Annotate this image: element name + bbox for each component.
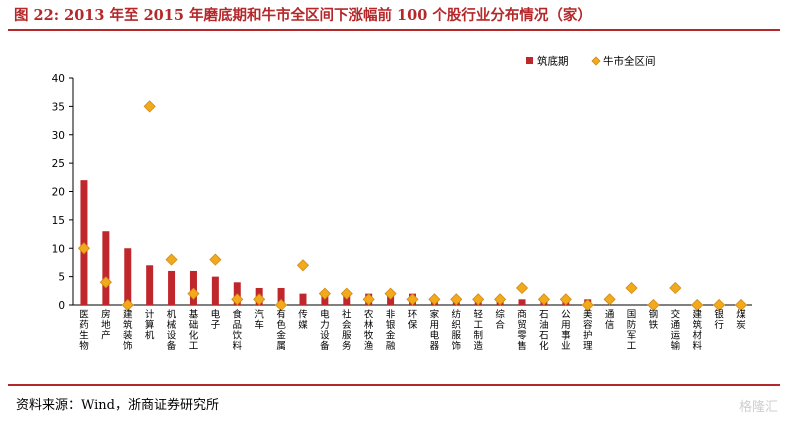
marker-point xyxy=(428,293,441,306)
y-tick-label: 30 xyxy=(52,130,65,142)
bar xyxy=(102,231,110,305)
marker-point xyxy=(559,293,572,306)
x-tick-label: 建筑材料 xyxy=(692,308,702,352)
figure-title: 图 22: 2013 年至 2015 年磨底期和牛市全区间下涨幅前 100 个股… xyxy=(14,7,592,24)
marker-point xyxy=(165,253,178,266)
x-tick-label: 基础化工 xyxy=(189,308,199,352)
x-tick-label: 传媒 xyxy=(298,308,308,331)
source-rule xyxy=(8,384,780,386)
bar xyxy=(299,293,307,305)
x-tick-label: 通信 xyxy=(605,309,615,331)
x-tick-label: 银行 xyxy=(714,308,724,331)
x-tick-label: 建筑装饰 xyxy=(123,308,133,352)
marker-point xyxy=(340,287,353,300)
marker-point xyxy=(296,259,310,272)
marker-point xyxy=(187,287,200,300)
legend-swatch-bar xyxy=(526,57,533,64)
marker-point xyxy=(99,276,112,289)
x-tick-label: 非银金融 xyxy=(386,308,396,352)
x-tick-label: 医药生物 xyxy=(79,309,89,352)
x-tick-label: 机械设备 xyxy=(167,308,177,352)
x-tick-label: 钢铁 xyxy=(649,308,659,331)
bar xyxy=(168,270,176,305)
y-tick-label: 15 xyxy=(52,215,65,227)
marker-point xyxy=(77,242,91,255)
x-tick-label: 纺织服饰 xyxy=(452,308,462,352)
marker-point xyxy=(647,298,660,312)
x-tick-label: 计算机 xyxy=(145,308,155,341)
x-tick-label: 环保 xyxy=(408,309,418,331)
x-tick-label: 农林牧渔 xyxy=(364,308,374,352)
x-tick-label: 房地产 xyxy=(101,308,111,341)
marker-point xyxy=(625,281,638,295)
marker-point xyxy=(143,100,156,113)
x-tick-label: 食品饮料 xyxy=(233,308,243,352)
marker-point xyxy=(231,293,244,306)
marker-point xyxy=(713,298,726,312)
y-tick-label: 25 xyxy=(52,158,65,170)
bar xyxy=(124,248,132,305)
marker-point xyxy=(581,298,594,312)
legend-label-bar: 筑底期 xyxy=(537,55,569,68)
bar xyxy=(146,265,154,305)
marker-point xyxy=(275,298,288,312)
x-tick-label: 汽车 xyxy=(254,308,264,331)
marker-point xyxy=(669,281,682,295)
x-tick-label: 美容护理 xyxy=(583,308,593,352)
x-tick-label: 石油石化 xyxy=(539,309,549,352)
marker-point xyxy=(450,293,463,306)
marker-point xyxy=(537,293,550,306)
x-tick-label: 煤炭 xyxy=(736,308,746,331)
bar xyxy=(211,276,219,305)
x-tick-label: 综合 xyxy=(495,308,505,331)
x-tick-label: 有色金属 xyxy=(276,308,286,352)
y-tick-label: 5 xyxy=(58,272,65,284)
x-tick-label: 轻工制造 xyxy=(473,308,483,352)
y-tick-label: 20 xyxy=(52,187,65,199)
marker-point xyxy=(734,298,748,312)
x-tick-label: 电子 xyxy=(211,308,221,331)
x-tick-label: 公用事业 xyxy=(561,309,571,352)
watermark: 格隆汇 xyxy=(738,400,778,415)
marker-point xyxy=(121,298,134,312)
marker-point xyxy=(318,287,331,300)
y-tick-label: 35 xyxy=(52,101,65,113)
title-rule xyxy=(8,29,780,31)
x-tick-label: 交通运输 xyxy=(671,308,681,352)
legend-label-marker: 牛市全区间 xyxy=(603,55,656,68)
source-note: 资料来源：Wind，浙商证券研究所 xyxy=(16,398,219,413)
marker-point xyxy=(691,298,704,312)
y-tick-label: 0 xyxy=(58,300,65,312)
y-tick-label: 10 xyxy=(52,243,65,255)
legend-swatch-marker xyxy=(591,56,601,66)
bar xyxy=(277,287,285,305)
x-tick-label: 电力设备 xyxy=(320,308,330,352)
x-tick-label: 家用电器 xyxy=(430,308,440,352)
x-tick-label: 国防军工 xyxy=(627,309,637,352)
marker-point xyxy=(515,281,529,295)
marker-point xyxy=(472,293,485,306)
marker-point xyxy=(406,293,419,306)
marker-point xyxy=(362,293,375,306)
marker-point xyxy=(603,293,616,306)
marker-point xyxy=(209,253,222,266)
y-tick-label: 40 xyxy=(52,73,65,85)
x-tick-label: 商贸零售 xyxy=(517,308,527,352)
marker-point xyxy=(494,293,507,306)
marker-point xyxy=(253,293,266,306)
bar-chart: 0 5 10 15 20 25 30 35 40 医药生物 房地产 建筑装饰 计算机 机械设备 基础化工 电子… xyxy=(52,55,752,352)
bar xyxy=(518,299,526,305)
marker-point xyxy=(384,287,397,300)
x-tick-label: 社会服务 xyxy=(342,308,352,352)
